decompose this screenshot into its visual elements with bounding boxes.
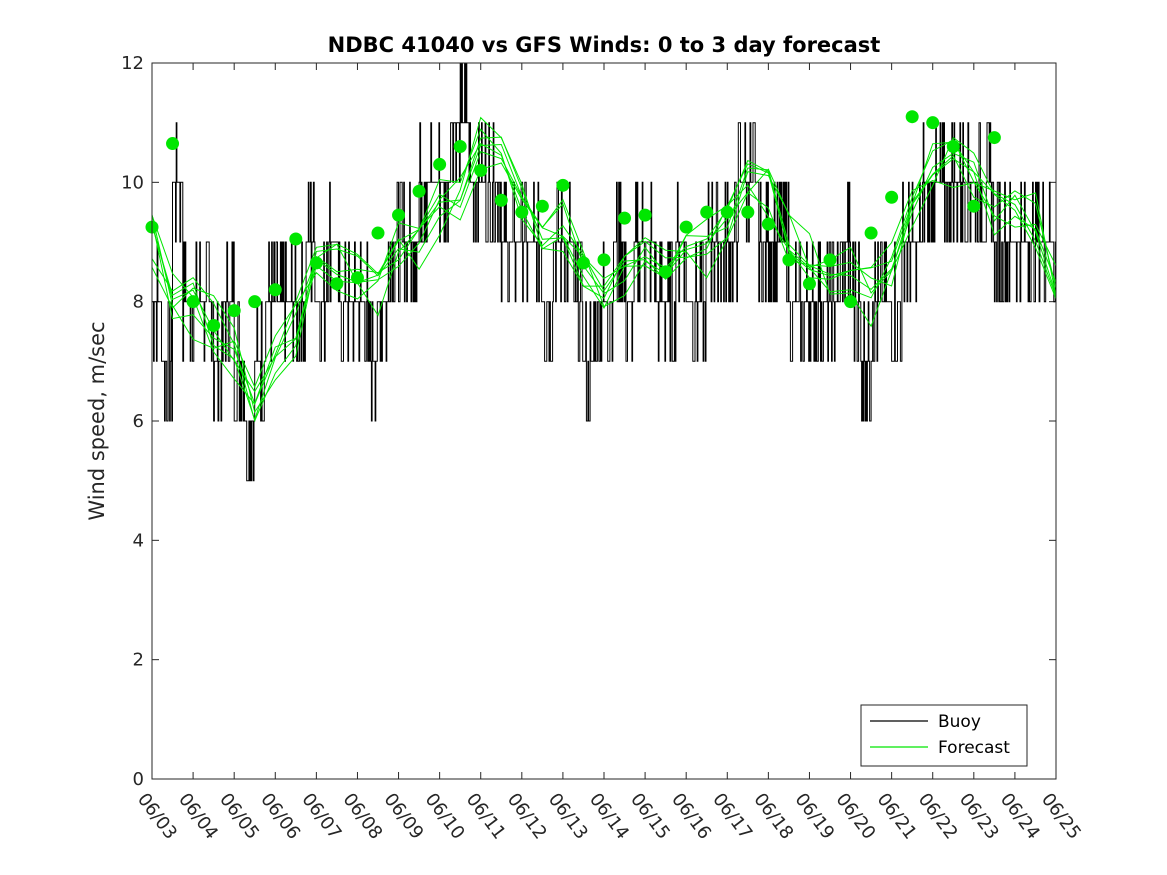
forecast-marker (679, 220, 693, 234)
forecast-marker (823, 253, 837, 267)
forecast-series (151, 116, 1057, 423)
legend: Buoy Forecast (860, 704, 1028, 767)
y-tick-label: 2 (133, 650, 144, 671)
forecast-marker (289, 232, 303, 246)
x-tick-label: 06/03 (133, 789, 181, 843)
forecast-marker (905, 110, 919, 124)
forecast-marker (782, 253, 796, 267)
x-tick-label: 06/25 (1037, 789, 1085, 843)
x-tick-label: 06/17 (708, 789, 756, 843)
x-tick-label: 06/04 (174, 789, 222, 843)
forecast-marker (515, 205, 529, 219)
forecast-marker (987, 131, 1001, 145)
forecast-line (151, 143, 1057, 422)
x-tick-label: 06/09 (380, 789, 428, 843)
forecast-marker (576, 256, 590, 270)
x-tick-label: 06/18 (749, 789, 797, 843)
y-axis: 0 2 4 6 8 10 12 (121, 53, 1056, 790)
forecast-marker (494, 193, 508, 207)
forecast-marker (597, 253, 611, 267)
forecast-marker (453, 140, 467, 154)
forecast-marker (350, 271, 364, 285)
x-tick-label: 06/14 (585, 789, 633, 843)
x-tick-label: 06/21 (873, 789, 921, 843)
forecast-line (151, 143, 1057, 405)
x-tick-label: 06/22 (914, 789, 962, 843)
y-tick-label: 6 (133, 411, 144, 432)
forecast-marker (268, 283, 282, 297)
forecast-marker (802, 277, 816, 291)
x-tick-label: 06/11 (462, 789, 510, 843)
forecast-marker (926, 116, 940, 130)
x-tick-label: 06/16 (667, 789, 715, 843)
forecast-marker (248, 295, 262, 309)
x-tick-label: 06/20 (832, 789, 880, 843)
forecast-marker (761, 217, 775, 231)
x-tick-label: 06/10 (421, 789, 469, 843)
y-tick-label: 4 (133, 530, 144, 551)
forecast-marker (618, 211, 632, 225)
x-tick-label: 06/24 (996, 789, 1044, 843)
forecast-marker (741, 205, 755, 219)
forecast-marker (720, 205, 734, 219)
x-tick-label: 06/12 (503, 789, 551, 843)
forecast-marker (227, 304, 241, 318)
y-axis-label: Wind speed, m/sec (85, 321, 109, 520)
x-tick-label: 06/06 (256, 789, 304, 843)
forecast-marker (638, 208, 652, 222)
plot-background (152, 63, 1056, 779)
x-tick-label: 06/13 (544, 789, 592, 843)
forecast-marker (659, 265, 673, 279)
forecast-line (151, 128, 1057, 406)
forecast-marker (946, 140, 960, 154)
legend-buoy-label: Buoy (938, 712, 981, 732)
forecast-marker (309, 256, 323, 270)
forecast-marker (700, 205, 714, 219)
forecast-marker (556, 178, 570, 192)
x-tick-label: 06/23 (955, 789, 1003, 843)
forecast-marker (474, 163, 488, 177)
axes-box (151, 62, 1057, 780)
forecast-marker (186, 295, 200, 309)
forecast-marker (392, 208, 406, 222)
x-tick-label: 06/19 (790, 789, 838, 843)
forecast-marker (967, 199, 981, 213)
x-tick-label: 06/07 (297, 789, 345, 843)
x-tick-label: 06/05 (215, 789, 263, 843)
forecast-line (151, 136, 1057, 389)
forecast-marker (371, 226, 385, 240)
x-tick-label: 06/08 (338, 789, 386, 843)
x-tick-label: 06/15 (626, 789, 674, 843)
forecast-marker (885, 190, 899, 204)
forecast-line (151, 116, 1057, 414)
forecast-marker (412, 184, 426, 198)
forecast-marker (330, 277, 344, 291)
y-tick-label: 0 (133, 769, 144, 790)
forecast-marker (535, 199, 549, 213)
y-tick-label: 8 (133, 292, 144, 313)
plot-area (152, 63, 1056, 779)
axes-frame (151, 62, 1057, 780)
forecast-marker (207, 319, 221, 333)
forecast-marker (433, 157, 447, 171)
legend-box (860, 704, 1028, 767)
forecast-marker (864, 226, 878, 240)
legend-forecast-label: Forecast (938, 738, 1010, 758)
chart-title: NDBC 41040 vs GFS Winds: 0 to 3 day fore… (328, 33, 881, 57)
y-tick-label: 10 (121, 172, 144, 193)
y-tick-label: 12 (121, 53, 144, 74)
forecast-marker (166, 137, 180, 151)
forecast-marker (844, 295, 858, 309)
